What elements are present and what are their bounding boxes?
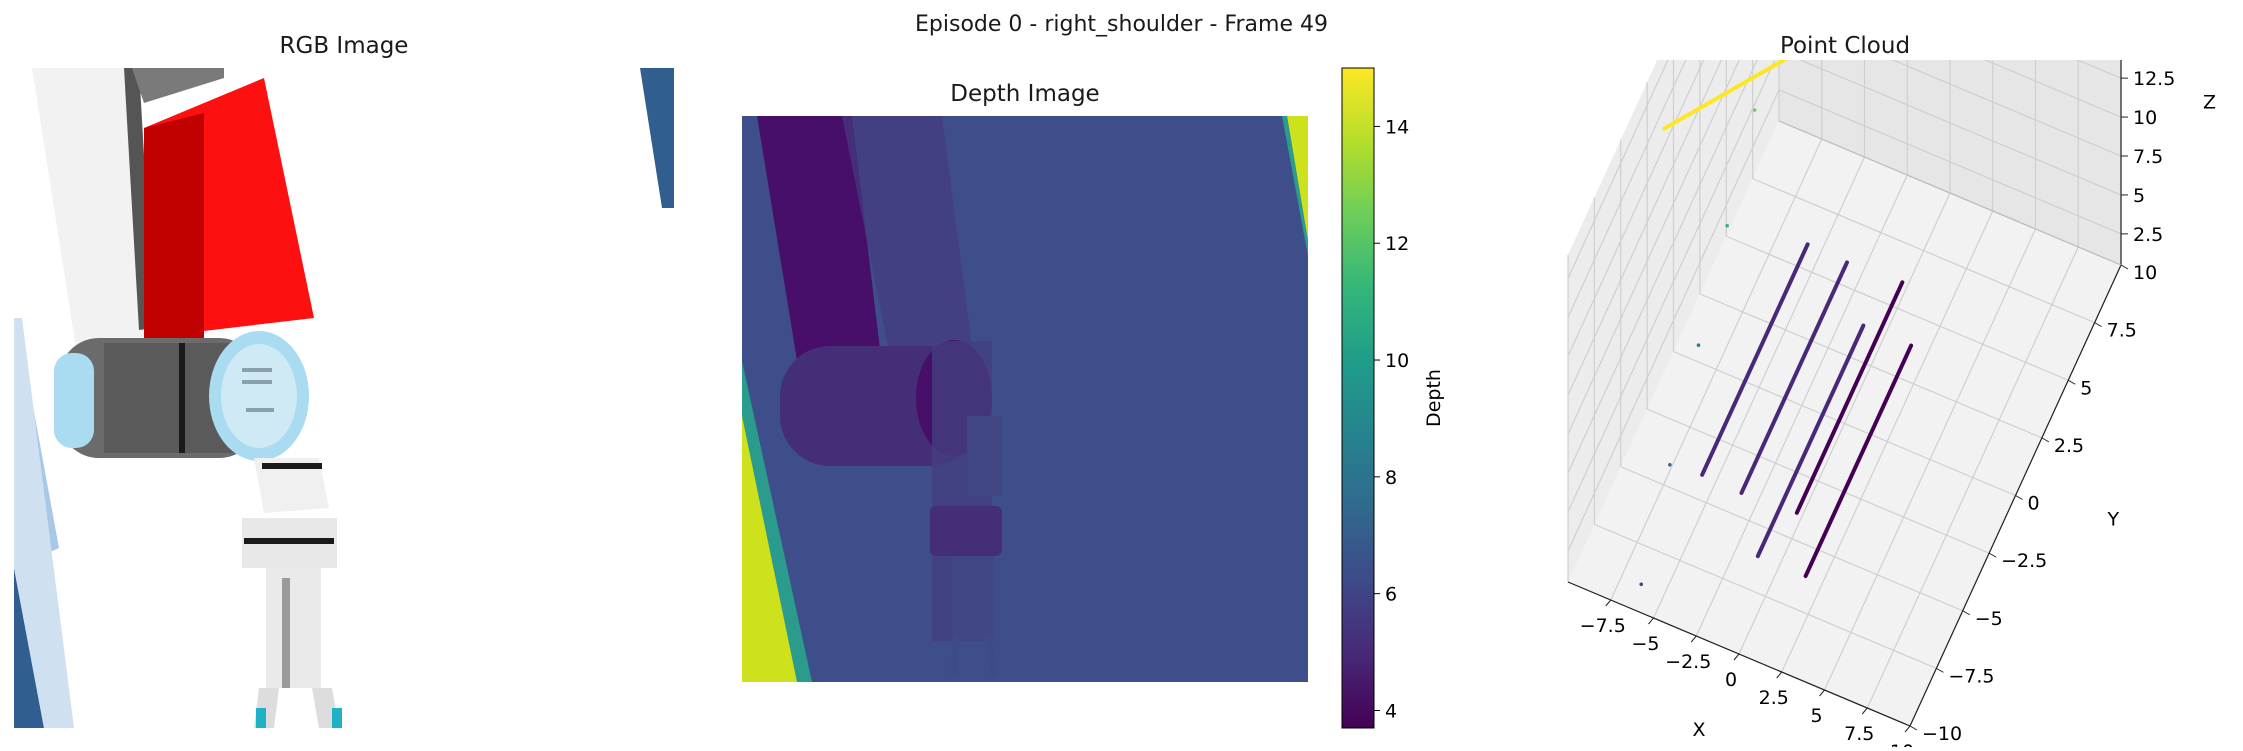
- x-tick-label: 7.5: [1844, 723, 1874, 745]
- x-tick-label: 5: [1810, 705, 1822, 727]
- x-tick: [1819, 689, 1825, 697]
- colorbar-tick-label: 6: [1385, 584, 1397, 606]
- z-tick-label: 10: [2133, 107, 2157, 129]
- grid-line: [1567, 89, 1780, 552]
- grid-line: [1594, 523, 1937, 669]
- x-tick: [1648, 617, 1654, 625]
- colorbar-tick-label: 4: [1385, 700, 1397, 722]
- rgb-image: [14, 68, 674, 728]
- robot-upper-arm-white: [32, 68, 144, 348]
- y-tick: [1962, 610, 1970, 616]
- point-cloud-point: [1752, 108, 1757, 112]
- colorbar-tick-label: 12: [1385, 233, 1409, 255]
- robot-joint-cyan-left: [54, 353, 94, 448]
- y-tick-label: −5: [1975, 608, 2003, 630]
- x-tick-label: −7.5: [1580, 615, 1626, 637]
- y-tick: [2068, 379, 2076, 385]
- grid-line: [1567, 0, 1714, 318]
- z-tick-label: 5: [2133, 185, 2145, 207]
- robot-gripper: [266, 568, 321, 688]
- pointcloud-panel-title: Point Cloud: [1779, 33, 1911, 59]
- rgb-panel-title: RGB Image: [279, 33, 409, 59]
- x-tick-label: 2.5: [1759, 687, 1789, 709]
- x-tick: [1904, 725, 1911, 733]
- y-tick: [2041, 437, 2050, 443]
- y-tick-label: −2.5: [2001, 550, 2047, 572]
- grid-line: [1778, 89, 2122, 235]
- point-cloud-segment: [1755, 323, 1866, 559]
- point-cloud-segment: [1803, 343, 1914, 579]
- y-tick: [2094, 322, 2102, 328]
- grid-line: [1567, 50, 1780, 513]
- background-blue-panel-right: [640, 68, 674, 208]
- x-tick-label: 0: [1725, 669, 1737, 691]
- x-tick: [1733, 653, 1740, 661]
- point-cloud-point: [1668, 462, 1672, 467]
- axis-line: [1778, 120, 2122, 266]
- z-tick-label: 2.5: [2133, 224, 2163, 246]
- x-tick: [1861, 707, 1868, 715]
- y-tick-label: 2.5: [2054, 435, 2084, 457]
- x-tick: [1690, 635, 1697, 643]
- colorbar-gradient: [1341, 67, 1375, 729]
- point-cloud-segment: [1700, 242, 1810, 477]
- x-tick: [1605, 599, 1612, 607]
- figure-suptitle: Episode 0 - right_shoulder - Frame 49: [915, 12, 1328, 37]
- y-tick: [1909, 725, 1918, 731]
- y-tick-label: 0: [2028, 493, 2040, 515]
- depth-arm-upper: [757, 116, 882, 391]
- y-tick-label: 5: [2080, 377, 2092, 399]
- y-tick: [2015, 495, 2023, 500]
- grid-line: [1620, 466, 1963, 612]
- y-tick-label: 10: [2133, 262, 2157, 284]
- grid-line: [1726, 235, 2069, 381]
- point-cloud-point: [1725, 223, 1729, 228]
- y-tick-label: −10: [1922, 723, 1962, 745]
- z-tick-label: 12.5: [2133, 68, 2175, 90]
- x-tick: [1776, 671, 1783, 679]
- depth-panel-title: Depth Image: [950, 81, 1100, 107]
- point-cloud-segment: [1739, 260, 1849, 495]
- grid-line: [1646, 408, 1990, 554]
- depth-image: [742, 116, 1308, 682]
- grid-line: [1673, 350, 2016, 497]
- grid-line: [1699, 293, 2043, 439]
- x-tick-label: 10: [1890, 741, 1914, 747]
- y-tick-label: 7.5: [2107, 320, 2137, 342]
- grid-line: [1752, 178, 2095, 324]
- z-tick-label: 7.5: [2133, 146, 2163, 168]
- y-tick: [2120, 264, 2129, 270]
- point-cloud-point: [1639, 582, 1644, 587]
- grid-line: [1567, 11, 1780, 474]
- colorbar-tick-label: 14: [1385, 116, 1409, 138]
- depth-colorbar: 4 6 8 10 12 14 Depth: [1340, 67, 1480, 739]
- colorbar-tick-label: 8: [1385, 467, 1397, 489]
- point-cloud-point: [1696, 343, 1701, 348]
- x-axis-label: X: [1692, 719, 1705, 741]
- grid-line: [1567, 0, 1732, 357]
- colorbar-tick-label: 10: [1385, 350, 1409, 372]
- y-tick-label: −7.5: [1948, 665, 1994, 687]
- z-axis-label: Z: [2203, 92, 2216, 114]
- colorbar-label: Depth: [1423, 369, 1445, 427]
- x-tick-label: −5: [1631, 633, 1659, 655]
- grid-line: [1778, 50, 2122, 196]
- y-tick: [1936, 667, 1944, 673]
- y-tick: [1988, 552, 1997, 558]
- depth-wrist: [930, 506, 1002, 556]
- point-cloud-segment: [1794, 280, 1905, 515]
- x-tick-label: −2.5: [1665, 651, 1711, 673]
- y-axis-label: Y: [2107, 509, 2120, 531]
- point-cloud-segment: [1662, 47, 1805, 131]
- point-cloud-plot: −7.5−5−2.502.557.510−10−7.5−5−2.502.557.…: [1500, 0, 2243, 751]
